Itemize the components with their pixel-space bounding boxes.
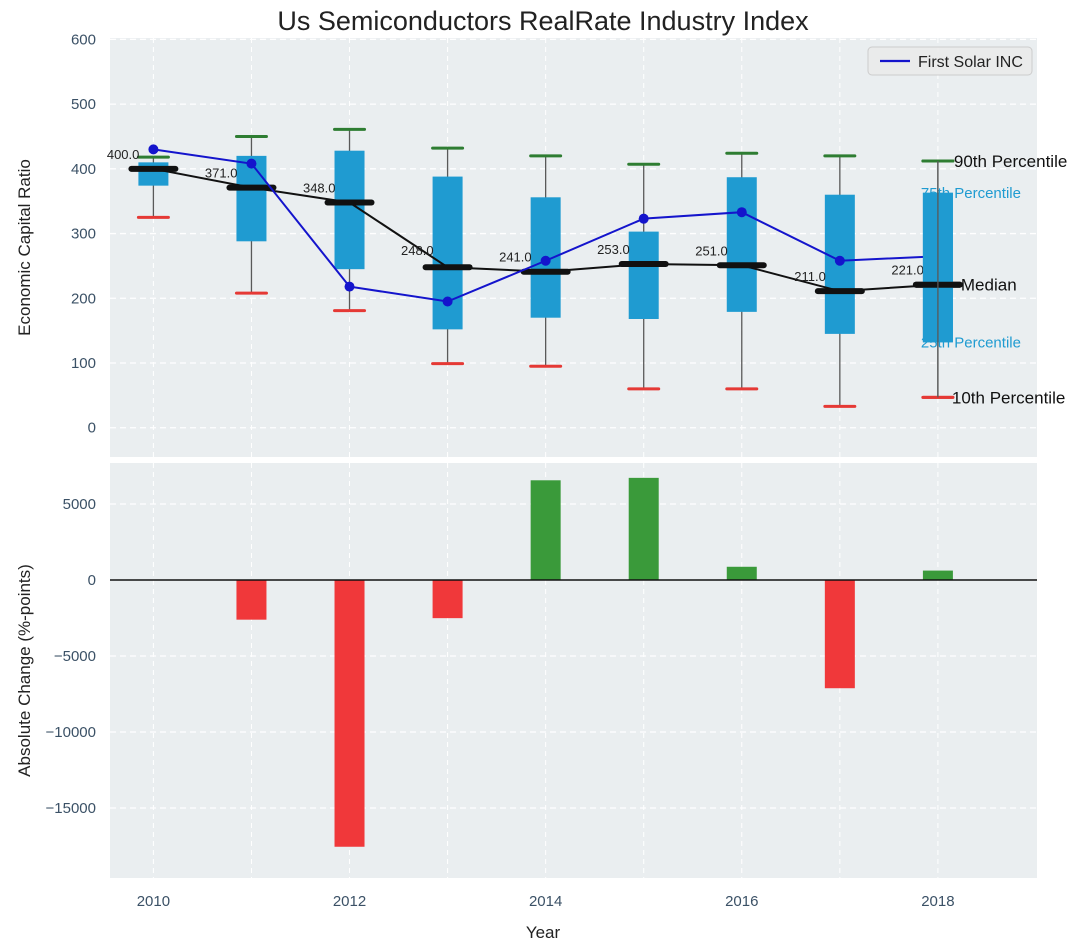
svg-text:Absolute Change (%-points): Absolute Change (%-points) [15, 564, 34, 777]
svg-text:10th Percentile: 10th Percentile [952, 388, 1065, 407]
svg-text:200: 200 [71, 290, 96, 307]
svg-text:300: 300 [71, 226, 96, 243]
svg-text:90th Percentile: 90th Percentile [954, 152, 1067, 171]
svg-text:211.0: 211.0 [794, 269, 826, 284]
svg-text:221.0: 221.0 [891, 263, 924, 278]
svg-text:500: 500 [71, 96, 96, 113]
svg-text:2010: 2010 [137, 893, 170, 910]
svg-text:241.0: 241.0 [499, 250, 532, 265]
svg-text:0: 0 [88, 572, 96, 589]
svg-text:2018: 2018 [921, 893, 954, 910]
svg-text:2014: 2014 [529, 893, 562, 910]
svg-text:400.0: 400.0 [107, 147, 140, 162]
svg-text:2016: 2016 [725, 893, 758, 910]
svg-text:253.0: 253.0 [597, 242, 630, 257]
svg-text:400: 400 [71, 161, 96, 178]
svg-text:2012: 2012 [333, 893, 366, 910]
svg-text:0: 0 [88, 420, 96, 437]
svg-text:248.0: 248.0 [401, 243, 434, 258]
svg-text:100: 100 [71, 355, 96, 372]
svg-text:−5000: −5000 [54, 648, 96, 665]
svg-text:348.0: 348.0 [303, 180, 336, 195]
svg-text:−10000: −10000 [46, 724, 96, 741]
svg-text:251.0: 251.0 [695, 243, 728, 258]
svg-text:First Solar INC: First Solar INC [918, 54, 1023, 71]
svg-text:−15000: −15000 [46, 800, 96, 817]
svg-text:5000: 5000 [63, 496, 96, 513]
svg-text:371.0: 371.0 [205, 166, 238, 181]
svg-text:Economic Capital Ratio: Economic Capital Ratio [15, 159, 34, 336]
svg-text:Year: Year [526, 923, 561, 942]
svg-text:Median: Median [961, 276, 1017, 295]
